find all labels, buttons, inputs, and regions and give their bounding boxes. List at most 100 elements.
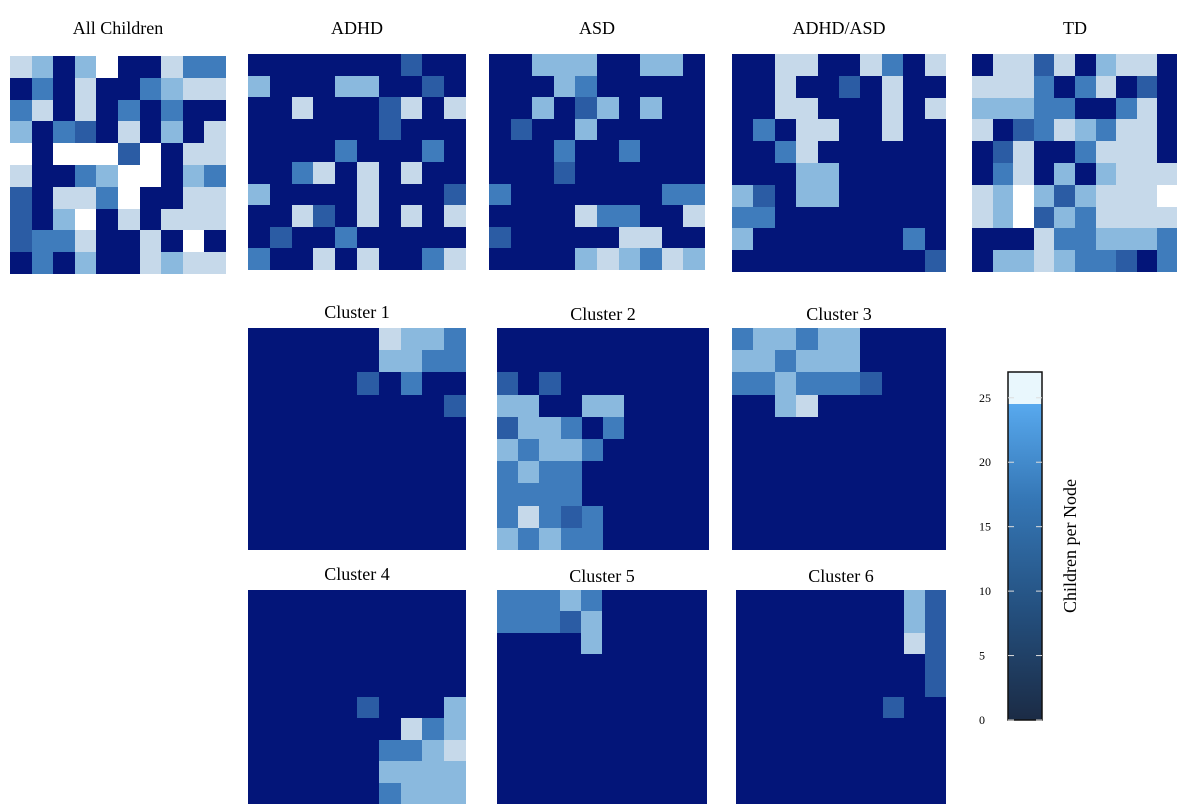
heatmap-cell [511, 227, 532, 248]
heatmap-cell [561, 328, 582, 350]
heatmap-cell [575, 97, 597, 119]
heatmap-cell [662, 119, 683, 140]
heatmap-cell [248, 395, 270, 417]
heatmap-cell [497, 328, 518, 350]
heatmap-cell [667, 372, 688, 395]
heatmap-cell [860, 350, 882, 372]
heatmap-cell [732, 328, 753, 350]
heatmap-cell [903, 372, 925, 395]
heatmap-cell [1137, 119, 1157, 141]
heatmap-cell [292, 439, 313, 461]
heatmap-cell [1013, 185, 1034, 207]
heatmap-cell [379, 76, 401, 97]
heatmap-cell [497, 439, 518, 461]
heatmap-cell [444, 205, 466, 227]
heatmap-cell [539, 483, 561, 506]
heatmap-cell [248, 590, 270, 611]
heatmap-cell [1157, 98, 1177, 119]
heatmap-cell [183, 165, 204, 187]
panel-cluster-4: Cluster 4 [248, 564, 466, 804]
heatmap-cell [292, 697, 313, 718]
heatmap-cell [903, 54, 925, 76]
heatmap-cell [497, 611, 518, 633]
heatmap-cell [379, 506, 401, 528]
heatmap-cell [532, 184, 554, 205]
heatmap-cell [32, 56, 53, 78]
heatmap-cell [422, 76, 444, 97]
heatmap-cell [602, 718, 623, 740]
heatmap-cell [603, 461, 624, 483]
heatmap-cell [248, 506, 270, 528]
heatmap-cell [554, 227, 575, 248]
heatmap-cell [904, 761, 925, 783]
heatmap-cell [602, 676, 623, 697]
heatmap-cell [357, 248, 379, 270]
heatmap-cell [603, 506, 624, 528]
heatmap-cell [1096, 207, 1116, 228]
heatmap-cell [736, 783, 757, 804]
heatmap-cell [1096, 163, 1116, 185]
heatmap-cell [401, 162, 422, 184]
heatmap-cell [1075, 119, 1096, 141]
heatmap-cell [554, 205, 575, 227]
heatmap-cell [518, 350, 539, 372]
heatmap-cell [667, 328, 688, 350]
heatmap-cell [335, 783, 357, 804]
heatmap-cell [444, 119, 466, 140]
heatmap-cell [401, 350, 422, 372]
heatmap-cell [841, 633, 862, 654]
heatmap-cell [862, 590, 883, 611]
heatmap-cell [732, 119, 753, 141]
heatmap-cell [603, 439, 624, 461]
heatmap-cell [183, 78, 204, 100]
heatmap-cell [882, 119, 903, 141]
heatmap-cell [757, 654, 778, 676]
heatmap-cell [422, 328, 444, 350]
heatmap-cell [1137, 163, 1157, 185]
heatmap-cell [818, 483, 839, 506]
heatmap-cell [379, 676, 401, 697]
heatmap-cell [841, 740, 862, 761]
heatmap-cell [732, 250, 753, 272]
heatmap-cell [422, 654, 444, 676]
heatmap-cell [799, 590, 820, 611]
heatmap-cell [248, 119, 270, 140]
heatmap-cell [757, 761, 778, 783]
heatmap-cell [1013, 98, 1034, 119]
colorbar-tick-label: 10 [979, 584, 991, 598]
heatmap-cell [575, 76, 597, 97]
heatmap-cell [444, 783, 466, 804]
heatmap-cell [686, 697, 707, 718]
colorbar-tick-label: 15 [979, 520, 991, 534]
heatmap-cell [686, 761, 707, 783]
heatmap-cell [925, 783, 946, 804]
heatmap-cell [736, 740, 757, 761]
heatmap-cell [603, 528, 624, 550]
heatmap-cell [248, 740, 270, 761]
heatmap-cell [925, 395, 946, 417]
heatmap-cell [903, 98, 925, 119]
heatmap-cell [882, 350, 903, 372]
heatmap-cell [518, 506, 539, 528]
heatmap-cell [379, 328, 401, 350]
heatmap-cell [796, 98, 818, 119]
heatmap-cell [511, 205, 532, 227]
heatmap-cell [379, 205, 401, 227]
heatmap-cell [799, 633, 820, 654]
heatmap-cell [270, 633, 292, 654]
heatmap-cell [1096, 250, 1116, 272]
heatmap-cell [335, 676, 357, 697]
heatmap-cell [582, 395, 603, 417]
heatmap-cell [775, 395, 796, 417]
heatmap-cell [489, 162, 511, 184]
heatmap-cell [335, 528, 357, 550]
heatmap-cell [972, 54, 993, 76]
heatmap-cell [1075, 54, 1096, 76]
heatmap-cell [444, 395, 466, 417]
heatmap-cell [183, 187, 204, 209]
heatmap-cell [489, 184, 511, 205]
heatmap-cell [732, 141, 753, 163]
heatmap-cell [882, 461, 903, 483]
heatmap-cell [640, 140, 662, 162]
heatmap-cell [796, 328, 818, 350]
